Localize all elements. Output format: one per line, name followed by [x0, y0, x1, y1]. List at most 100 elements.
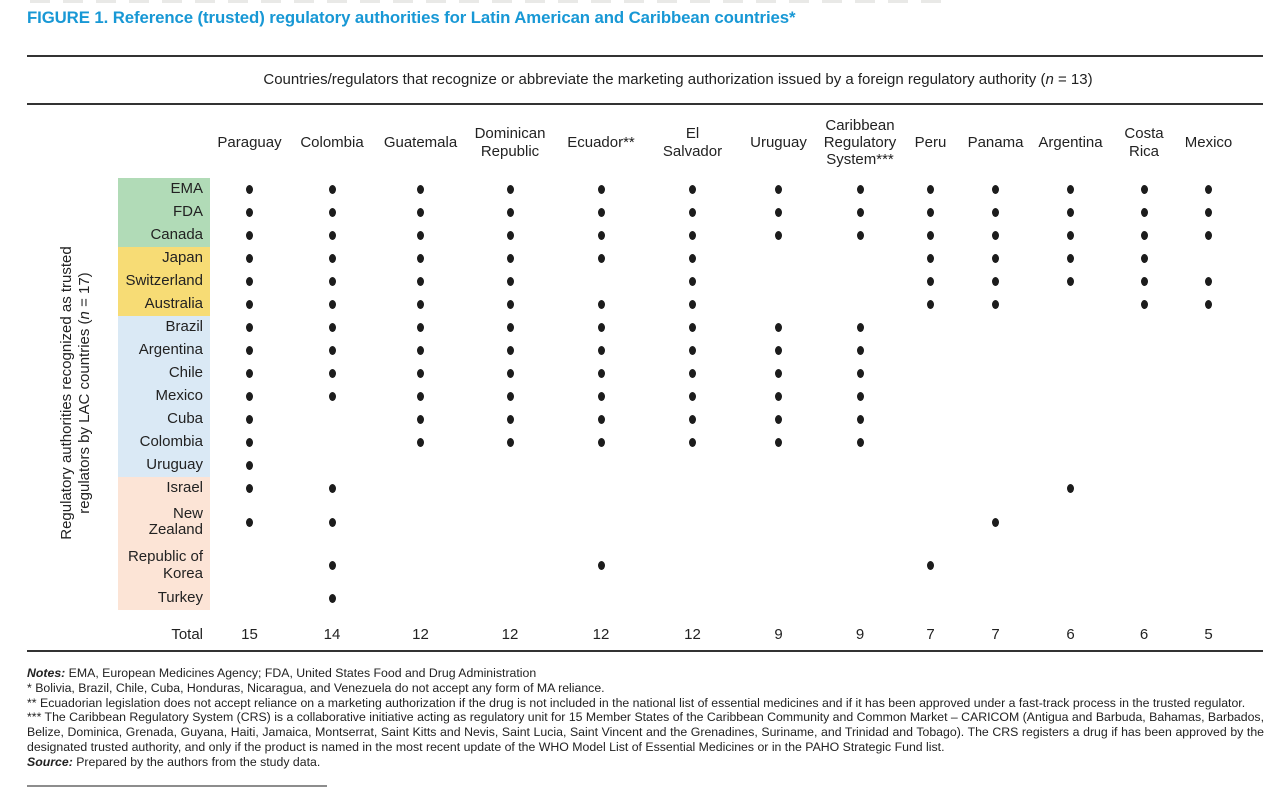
dot [246, 415, 253, 424]
row-label-cell: Brazil [27, 316, 210, 339]
source-label: Source: [27, 754, 73, 769]
dot-cell [289, 293, 375, 316]
dot [597, 208, 605, 217]
dot [689, 438, 696, 447]
footnote-triple-asterisk: *** The Caribbean Regulatory System (CRS… [27, 710, 1264, 754]
column-header: Paraguay [210, 107, 289, 178]
dot-matrix-table: Paraguay Colombia Guatemala Dominican Republ… [27, 107, 1240, 648]
dot [856, 415, 864, 424]
dot-cell [375, 339, 466, 362]
dot-cell [375, 408, 466, 431]
dot-cell [554, 408, 648, 431]
empty-cell [820, 454, 900, 477]
dot-cell [210, 270, 289, 293]
empty-cell [554, 587, 648, 610]
dot-cell [375, 224, 466, 247]
empty-cell [900, 339, 961, 362]
dot [246, 300, 253, 309]
dot [689, 300, 696, 309]
row-label-text: Australia [144, 295, 203, 313]
empty-cell [737, 587, 820, 610]
column-header-label: Mexico [1184, 133, 1233, 151]
dot [927, 231, 934, 240]
dot-cell [210, 477, 289, 500]
dot-cell [210, 385, 289, 408]
column-header-label: Colombia [300, 133, 364, 151]
dot-cell [820, 201, 900, 224]
dot-cell [900, 224, 961, 247]
dot [775, 323, 782, 332]
empty-cell [1111, 408, 1177, 431]
dot-cell [375, 385, 466, 408]
empty-cell [1111, 454, 1177, 477]
dot [246, 254, 253, 263]
dot [1205, 277, 1212, 286]
empty-cell [1177, 362, 1240, 385]
total-value: 14 [323, 626, 341, 644]
dot-cell [900, 544, 961, 587]
row-label: Brazil [118, 316, 210, 339]
empty-cell [737, 544, 820, 587]
dot [506, 277, 514, 286]
empty-cell [1111, 431, 1177, 454]
empty-cell [961, 454, 1030, 477]
dot-cell [466, 408, 554, 431]
dot [328, 300, 336, 309]
empty-cell [289, 454, 375, 477]
dot-cell [648, 201, 737, 224]
empty-cell [1177, 247, 1240, 270]
dot-cell [210, 316, 289, 339]
dot-cell [1177, 224, 1240, 247]
bottom-rule [27, 650, 1263, 652]
top-rule [27, 55, 1263, 57]
dot [1205, 300, 1212, 309]
dot [927, 561, 934, 570]
empty-cell [648, 454, 737, 477]
row-label: Uruguay [118, 454, 210, 477]
notes-line: Notes: EMA, European Medicines Agency; F… [27, 666, 537, 680]
empty-cell [375, 500, 466, 544]
row-label-text: Japan [162, 249, 203, 267]
empty-cell [289, 408, 375, 431]
dot-cell [961, 178, 1030, 201]
dot [856, 323, 864, 332]
dot [506, 415, 514, 424]
row-label: EMA [118, 178, 210, 201]
row-label-cell: Cuba [27, 408, 210, 431]
row-label-cell: Switzerland [27, 270, 210, 293]
dot-cell [289, 339, 375, 362]
dot [775, 392, 782, 401]
spacer [27, 610, 1240, 622]
dot [1067, 254, 1074, 263]
row-label-cell: Australia [27, 293, 210, 316]
row-label-cell: FDA [27, 201, 210, 224]
dot-cell [1111, 178, 1177, 201]
dot-cell [289, 316, 375, 339]
dot [597, 415, 605, 424]
dot-cell [375, 247, 466, 270]
empty-cell [1030, 454, 1111, 477]
row-label: Colombia [118, 431, 210, 454]
dot-cell [737, 224, 820, 247]
table-row: Republic of Korea [27, 544, 1240, 587]
total-value: 6 [1139, 626, 1149, 644]
empty-cell [648, 544, 737, 587]
mid-rule [27, 103, 1263, 105]
dot [1140, 254, 1148, 263]
total-value: 15 [241, 626, 258, 644]
column-header: Peru [900, 107, 961, 178]
row-label-text: Argentina [138, 341, 203, 359]
column-header: Panama [961, 107, 1030, 178]
dot-cell [737, 362, 820, 385]
empty-cell [820, 587, 900, 610]
dot [927, 254, 934, 263]
empty-cell [1111, 339, 1177, 362]
dot [1140, 300, 1148, 309]
dot [417, 208, 424, 217]
column-header-label: Dominican Republic [474, 125, 546, 160]
empty-cell [1030, 316, 1111, 339]
dot-cell [554, 178, 648, 201]
dot-cell [648, 270, 737, 293]
dot-cell [210, 201, 289, 224]
